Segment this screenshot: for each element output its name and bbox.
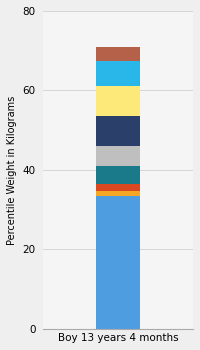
Bar — [96, 196, 140, 329]
Bar — [96, 166, 140, 184]
Bar — [96, 191, 140, 196]
Bar — [96, 184, 140, 191]
Bar — [96, 61, 140, 86]
Y-axis label: Percentile Weight in Kilograms: Percentile Weight in Kilograms — [7, 95, 17, 245]
Bar — [96, 47, 140, 61]
Bar — [96, 86, 140, 116]
Bar — [96, 116, 140, 146]
Bar — [96, 146, 140, 166]
